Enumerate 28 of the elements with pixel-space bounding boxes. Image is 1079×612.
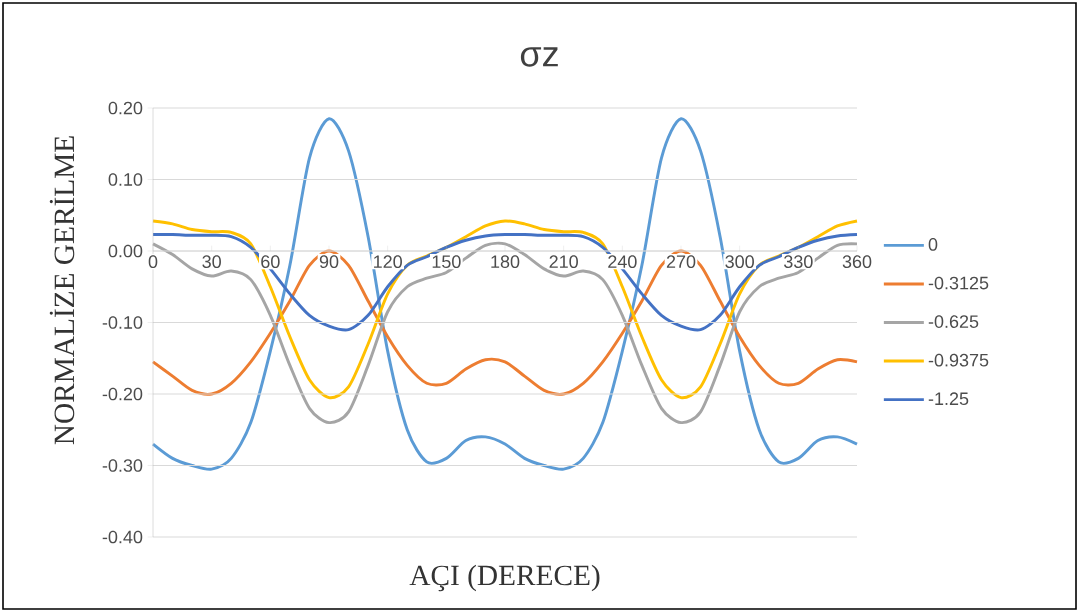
legend-label: -0.9375 xyxy=(928,353,989,367)
chart-title: σz xyxy=(520,47,558,67)
x-tick-label: 330 xyxy=(784,255,813,269)
y-tick-label: 0.00 xyxy=(108,244,143,258)
x-tick-label: 300 xyxy=(725,255,754,269)
legend-label: 0 xyxy=(928,238,938,251)
x-tick-label: 0 xyxy=(148,255,158,269)
x-tick-label: 240 xyxy=(608,255,637,269)
x-axis-title: AÇI (DERECE) xyxy=(409,564,600,592)
legend-label: -0.3125 xyxy=(928,276,989,290)
x-tick-label: 270 xyxy=(666,255,696,269)
legend-label: -1.25 xyxy=(928,392,969,406)
y-tick-label: -0.30 xyxy=(102,459,143,472)
y-tick-label: -0.40 xyxy=(102,530,143,544)
legend-label: -0.625 xyxy=(928,315,979,328)
x-tick-label: 360 xyxy=(842,255,872,269)
x-tick-label: 180 xyxy=(491,255,520,269)
x-tick-label: 210 xyxy=(549,255,578,269)
y-axis-title: NORMALİZE GERİLME xyxy=(49,136,75,445)
y-tick-label: 0.20 xyxy=(108,101,143,115)
x-tick-label: 30 xyxy=(202,255,221,269)
y-tick-label: -0.20 xyxy=(102,387,143,401)
y-tick-label: -0.10 xyxy=(102,316,143,329)
x-tick-label: 120 xyxy=(374,255,402,269)
x-tick-label: 60 xyxy=(261,255,280,269)
x-tick-label: 150 xyxy=(432,255,461,269)
y-tick-label: 0.10 xyxy=(108,173,143,186)
x-tick-label: 90 xyxy=(319,255,339,269)
